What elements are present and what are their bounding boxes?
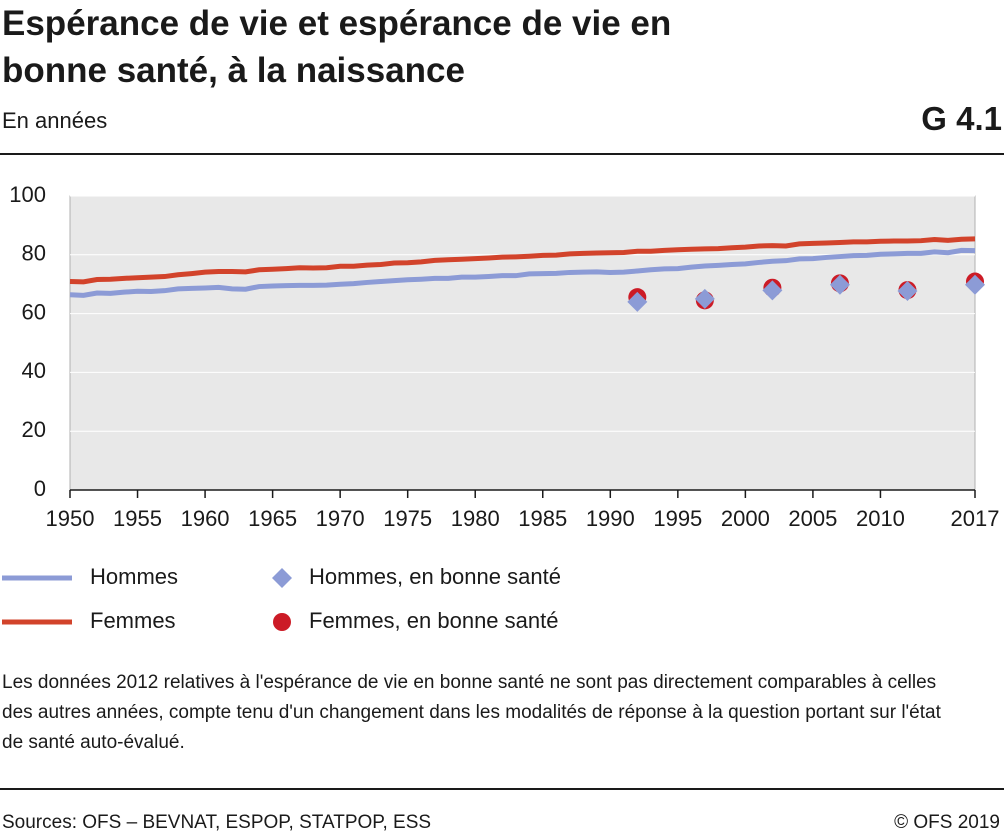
x-tick-label: 2005 [788, 506, 837, 531]
x-tick-label: 1965 [248, 506, 297, 531]
x-tick-label: 2010 [856, 506, 905, 531]
x-tick-label: 2017 [951, 506, 1000, 531]
x-tick-label: 1990 [586, 506, 635, 531]
chart-id: G 4.1 [921, 100, 1002, 137]
x-tick-label: 1995 [653, 506, 702, 531]
line [69, 247, 976, 298]
x-tick-label: 1985 [518, 506, 567, 531]
sources: Sources: OFS – BEVNAT, ESPOP, STATPOP, E… [2, 812, 432, 833]
point [694, 288, 715, 309]
y-tick-label: 40 [22, 358, 46, 383]
x-tick-label: 1955 [113, 506, 162, 531]
x-tick-label: 1975 [383, 506, 432, 531]
point [762, 280, 783, 301]
legend-label: Hommes [90, 564, 178, 589]
legend-label: Hommes, en bonne santé [309, 564, 561, 589]
x-tick-label: 1970 [316, 506, 365, 531]
y-tick-label: 0 [34, 476, 46, 501]
legend-label: Femmes, en bonne santé [309, 608, 558, 633]
y-tick-label: 100 [9, 182, 46, 207]
x-tick-label: 1950 [46, 506, 95, 531]
point [897, 280, 918, 301]
subtitle: En années [2, 108, 108, 133]
rule [0, 153, 1004, 155]
y-tick-label: 60 [22, 299, 46, 324]
legend-label: Femmes [90, 608, 176, 633]
line [69, 236, 976, 285]
rule [0, 788, 1004, 790]
x-tick-label: 1980 [451, 506, 500, 531]
x-tick-label: 1960 [181, 506, 230, 531]
note: Les données 2012 relatives à l'espérance… [2, 672, 941, 753]
point [829, 274, 850, 295]
legend-swatch [273, 613, 291, 631]
legend-swatch [272, 568, 292, 588]
chart-title: Espérance de vie et espérance de vie en … [2, 4, 672, 90]
point [965, 274, 985, 295]
copyright: © OFS 2019 [894, 812, 1000, 833]
x-tick-label: 2000 [721, 506, 770, 531]
y-tick-label: 80 [22, 241, 46, 266]
y-tick-label: 20 [22, 417, 46, 442]
point [627, 291, 648, 312]
